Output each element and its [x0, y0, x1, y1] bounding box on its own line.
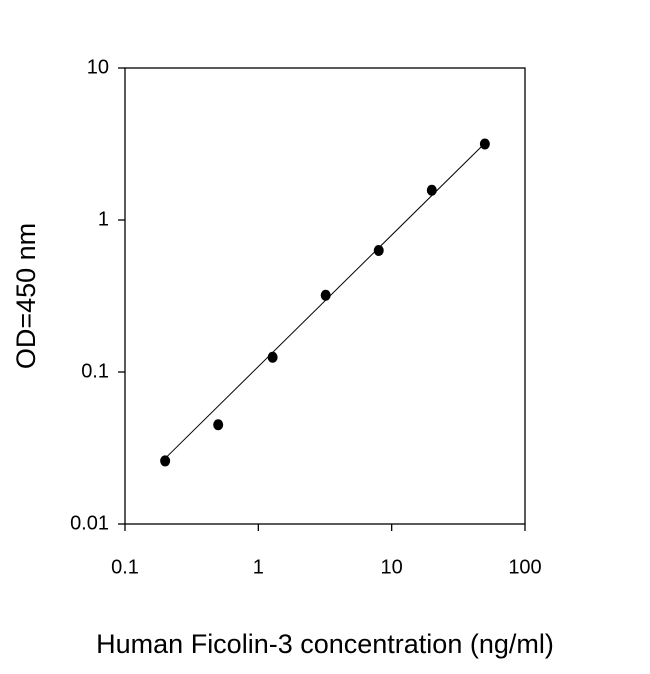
data-point: [160, 455, 171, 467]
fit-line: [164, 142, 486, 459]
data-point: [373, 245, 384, 257]
y-tick-label: 0.1: [81, 360, 109, 382]
x-axis-label: Human Ficolin-3 concentration (ng/ml): [96, 629, 554, 659]
data-point: [426, 184, 437, 196]
plot-frame: [124, 67, 526, 525]
data-point: [213, 419, 224, 431]
x-tick-label: 0.1: [111, 556, 139, 578]
y-tick-label: 10: [87, 56, 109, 78]
x-tick-label: 1: [253, 556, 264, 578]
x-tick-label: 10: [381, 556, 403, 578]
data-point: [320, 289, 331, 301]
data-point: [267, 351, 278, 363]
x-tick-label: 100: [508, 556, 541, 578]
y-axis-label: OD=450 nm: [11, 223, 41, 369]
y-tick-label: 1: [98, 208, 109, 230]
data-point: [479, 138, 490, 150]
y-tick-label: 0.01: [70, 512, 109, 534]
